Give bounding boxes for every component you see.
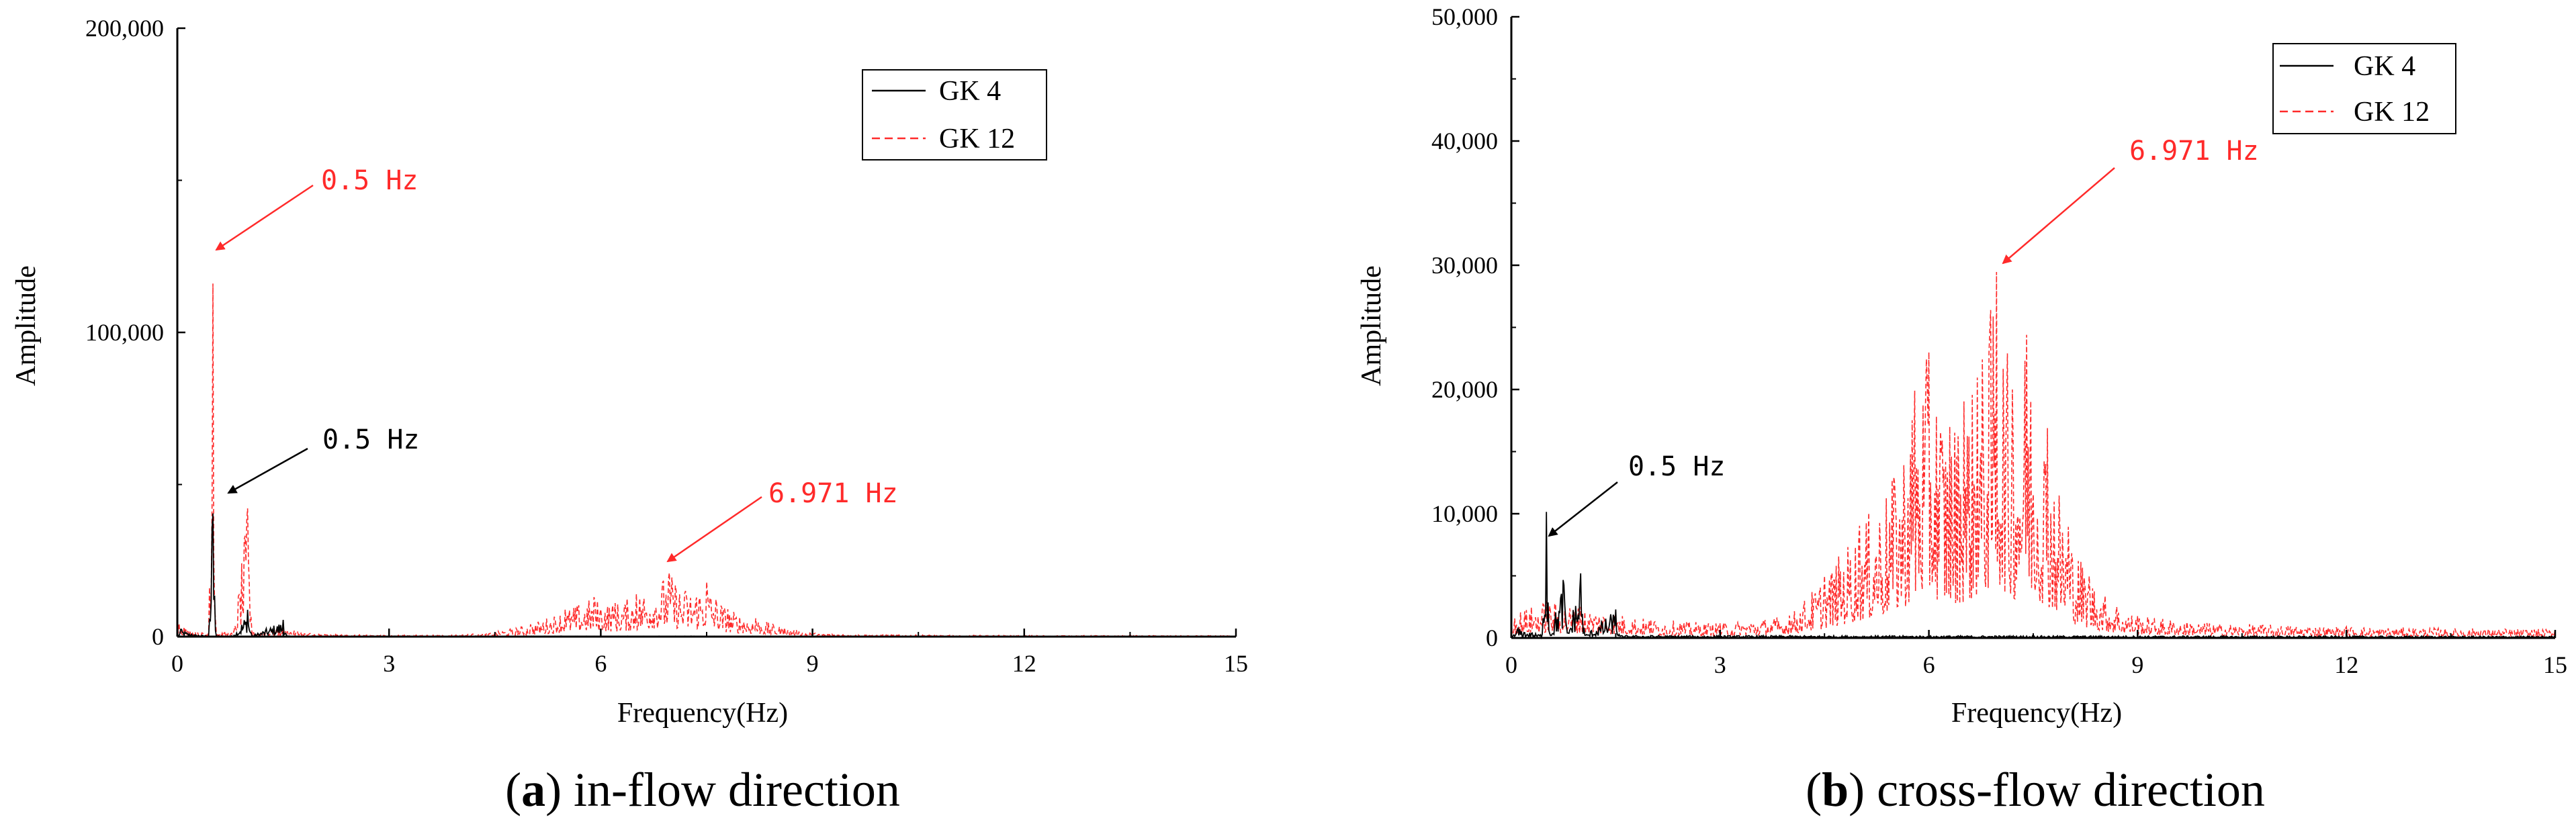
panel-a-series-gk4 bbox=[177, 513, 1237, 638]
panel-a-caption-letter: a bbox=[521, 763, 545, 817]
panel-a-annotations: 0.5 Hz 0.5 Hz 6.971 Hz bbox=[215, 165, 898, 563]
panel-a-caption-text: in-flow direction bbox=[562, 763, 900, 817]
panel-b-legend-gk12-label: GK 12 bbox=[2354, 97, 2430, 128]
panel-b-annotation-black-label: 0.5 Hz bbox=[1628, 451, 1726, 482]
panel-b-x-axis-title: Frequency(Hz) bbox=[1951, 698, 2122, 729]
panel-a-legend-gk4-label: GK 4 bbox=[939, 76, 1001, 107]
panel-b-caption-text: cross-flow direction bbox=[1865, 763, 2265, 817]
panel-a-x-axis-title: Frequency(Hz) bbox=[617, 698, 788, 729]
panel-a: 0 3 6 9 12 15 0 100,000 200,000 Frequency(Hz) Am… bbox=[11, 15, 1248, 817]
panel-a-legend: GK 4 GK 12 bbox=[862, 69, 1047, 160]
panel-b-caption-paren-open: ( bbox=[1806, 763, 1822, 817]
panel-b-legend: GK 4 GK 12 bbox=[2272, 43, 2456, 134]
panel-b-line-gk4 bbox=[1511, 512, 2556, 640]
panel-a-line-gk12 bbox=[177, 283, 1237, 638]
panel-a-caption-paren-close: ) bbox=[545, 763, 562, 817]
panel-b-legend-box bbox=[2272, 43, 2456, 134]
panel-b-line-gk12 bbox=[1511, 271, 2556, 639]
panel-b-x-tick-label: 9 bbox=[2131, 651, 2143, 678]
panel-b-annotation-peak-arrow bbox=[2002, 167, 2115, 265]
panel-b-y-tick-label: 0 bbox=[1486, 625, 1498, 651]
panel-a-axes bbox=[176, 28, 1236, 638]
panel-b-annotation-black-arrow bbox=[1548, 481, 1618, 537]
panel-b: 0 3 6 9 12 15010,00020,00030,00040,00050,000 … bbox=[1356, 3, 2567, 817]
panel-a-x-tick-label: 9 bbox=[807, 650, 819, 677]
panel-a-x-tick-label: 15 bbox=[1224, 650, 1248, 677]
panel-b-ticks: 0 3 6 9 12 15 0 10,000 20,000 30,000 40,000 50,000 bbox=[1431, 3, 2567, 678]
panel-a-annotation-peak-label: 6.971 Hz bbox=[768, 478, 898, 509]
panel-b-y-axis-title: Amplitude bbox=[1356, 265, 1387, 386]
panel-b-legend-gk4-label: GK 4 bbox=[2354, 51, 2415, 82]
panel-a-annotation-red-label: 0.5 Hz bbox=[321, 165, 418, 196]
panel-a-x-tick-label: 0 bbox=[171, 650, 183, 677]
panel-a-x-tick-label: 6 bbox=[594, 650, 607, 677]
panel-a-x-tick-label: 3 bbox=[383, 650, 395, 677]
panel-b-x-tick-label: 6 bbox=[1923, 651, 1935, 678]
panel-a-annotation-black-label: 0.5 Hz bbox=[322, 424, 420, 455]
panel-b-caption-letter: b bbox=[1822, 763, 1849, 817]
panel-b-x-tick-label: 3 bbox=[1714, 651, 1726, 678]
panel-a-y-tick-label: 0 bbox=[152, 623, 164, 650]
panel-b-x-tick-label: 15 bbox=[2543, 651, 2567, 678]
panel-b-series-gk4 bbox=[1511, 512, 2556, 640]
panel-b-x-tick-label: 12 bbox=[2334, 651, 2358, 678]
panel-b-caption: (b) cross-flow direction bbox=[1806, 763, 2265, 817]
panel-a-line-gk4 bbox=[177, 513, 1237, 638]
panel-a-y-axis-title: Amplitude bbox=[11, 265, 42, 386]
panel-b-y-tick-label: 40,000 bbox=[1431, 128, 1498, 154]
panel-b-y-tick-label: 20,000 bbox=[1431, 376, 1498, 403]
panel-b-x-tick-label: 0 bbox=[1505, 651, 1517, 678]
panel-a-annotation-red-arrow bbox=[215, 184, 314, 251]
panel-a-caption: (a) in-flow direction bbox=[505, 763, 900, 817]
panel-a-x-tick-label: 12 bbox=[1012, 650, 1036, 677]
panel-a-y-tick-label: 100,000 bbox=[85, 319, 164, 346]
panel-a-legend-box bbox=[862, 69, 1047, 160]
panel-b-y-tick-label: 50,000 bbox=[1431, 3, 1498, 30]
panel-a-annotation-black-arrow bbox=[227, 447, 308, 494]
panel-b-y-tick-label: 10,000 bbox=[1431, 500, 1498, 527]
panel-b-series-gk12 bbox=[1511, 271, 2556, 639]
panel-a-caption-paren-open: ( bbox=[505, 763, 521, 817]
panel-a-series-gk12 bbox=[177, 283, 1237, 638]
panel-b-annotations: 6.971 Hz 0.5 Hz bbox=[1548, 136, 2259, 537]
panel-b-annotation-peak-label: 6.971 Hz bbox=[2129, 136, 2259, 167]
panel-b-y-tick-label: 30,000 bbox=[1431, 252, 1498, 279]
panel-a-ticks: 0 3 6 9 12 15 0 100,000 200,000 bbox=[85, 15, 1248, 677]
panel-a-y-tick-label: 200,000 bbox=[85, 15, 164, 42]
panel-a-annotation-peak-arrow bbox=[666, 496, 762, 563]
panel-b-caption-paren-close: ) bbox=[1849, 763, 1865, 817]
panel-a-legend-gk12-label: GK 12 bbox=[939, 124, 1015, 154]
